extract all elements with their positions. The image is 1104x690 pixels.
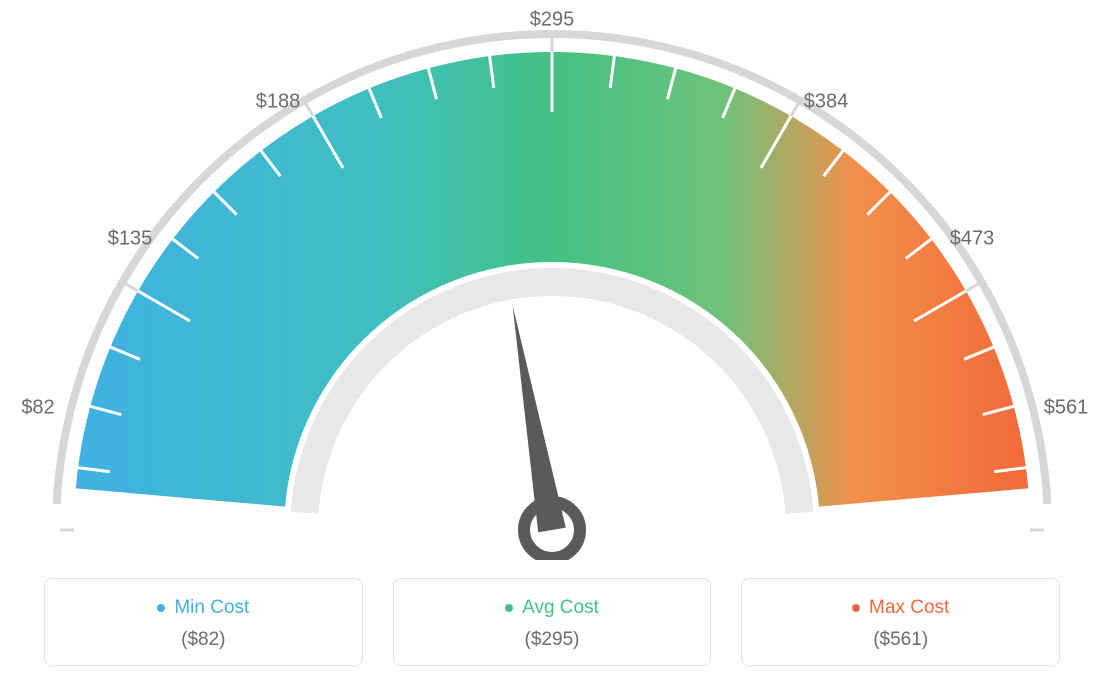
avg-cost-dot [505,604,513,612]
max-cost-dot [852,604,860,612]
avg-cost-title: Avg Cost [505,597,599,619]
max-cost-title: Max Cost [852,597,949,619]
avg-cost-value: ($295) [404,629,701,651]
gauge-tick-label: $82 [21,397,54,420]
min-cost-title: Min Cost [157,597,249,619]
avg-cost-card: Avg Cost ($295) [393,578,712,666]
avg-cost-label: Avg Cost [522,597,599,619]
min-cost-card: Min Cost ($82) [44,578,363,666]
min-cost-label: Min Cost [174,597,249,619]
cost-gauge: $82 $135 $188 $295 $384 $473 $561 [0,0,1104,560]
max-cost-value: ($561) [752,629,1049,651]
gauge-tick-label: $295 [530,9,575,32]
gauge-tick-label: $188 [256,91,301,114]
gauge-tick-label: $561 [1044,397,1089,420]
gauge-tick-label: $473 [950,228,995,251]
min-cost-dot [157,604,165,612]
gauge-tick-label: $384 [804,91,849,114]
gauge-tick-label: $135 [108,228,153,251]
min-cost-value: ($82) [55,629,352,651]
max-cost-label: Max Cost [869,597,949,619]
summary-cards: Min Cost ($82) Avg Cost ($295) Max Cost … [44,578,1060,666]
max-cost-card: Max Cost ($561) [741,578,1060,666]
